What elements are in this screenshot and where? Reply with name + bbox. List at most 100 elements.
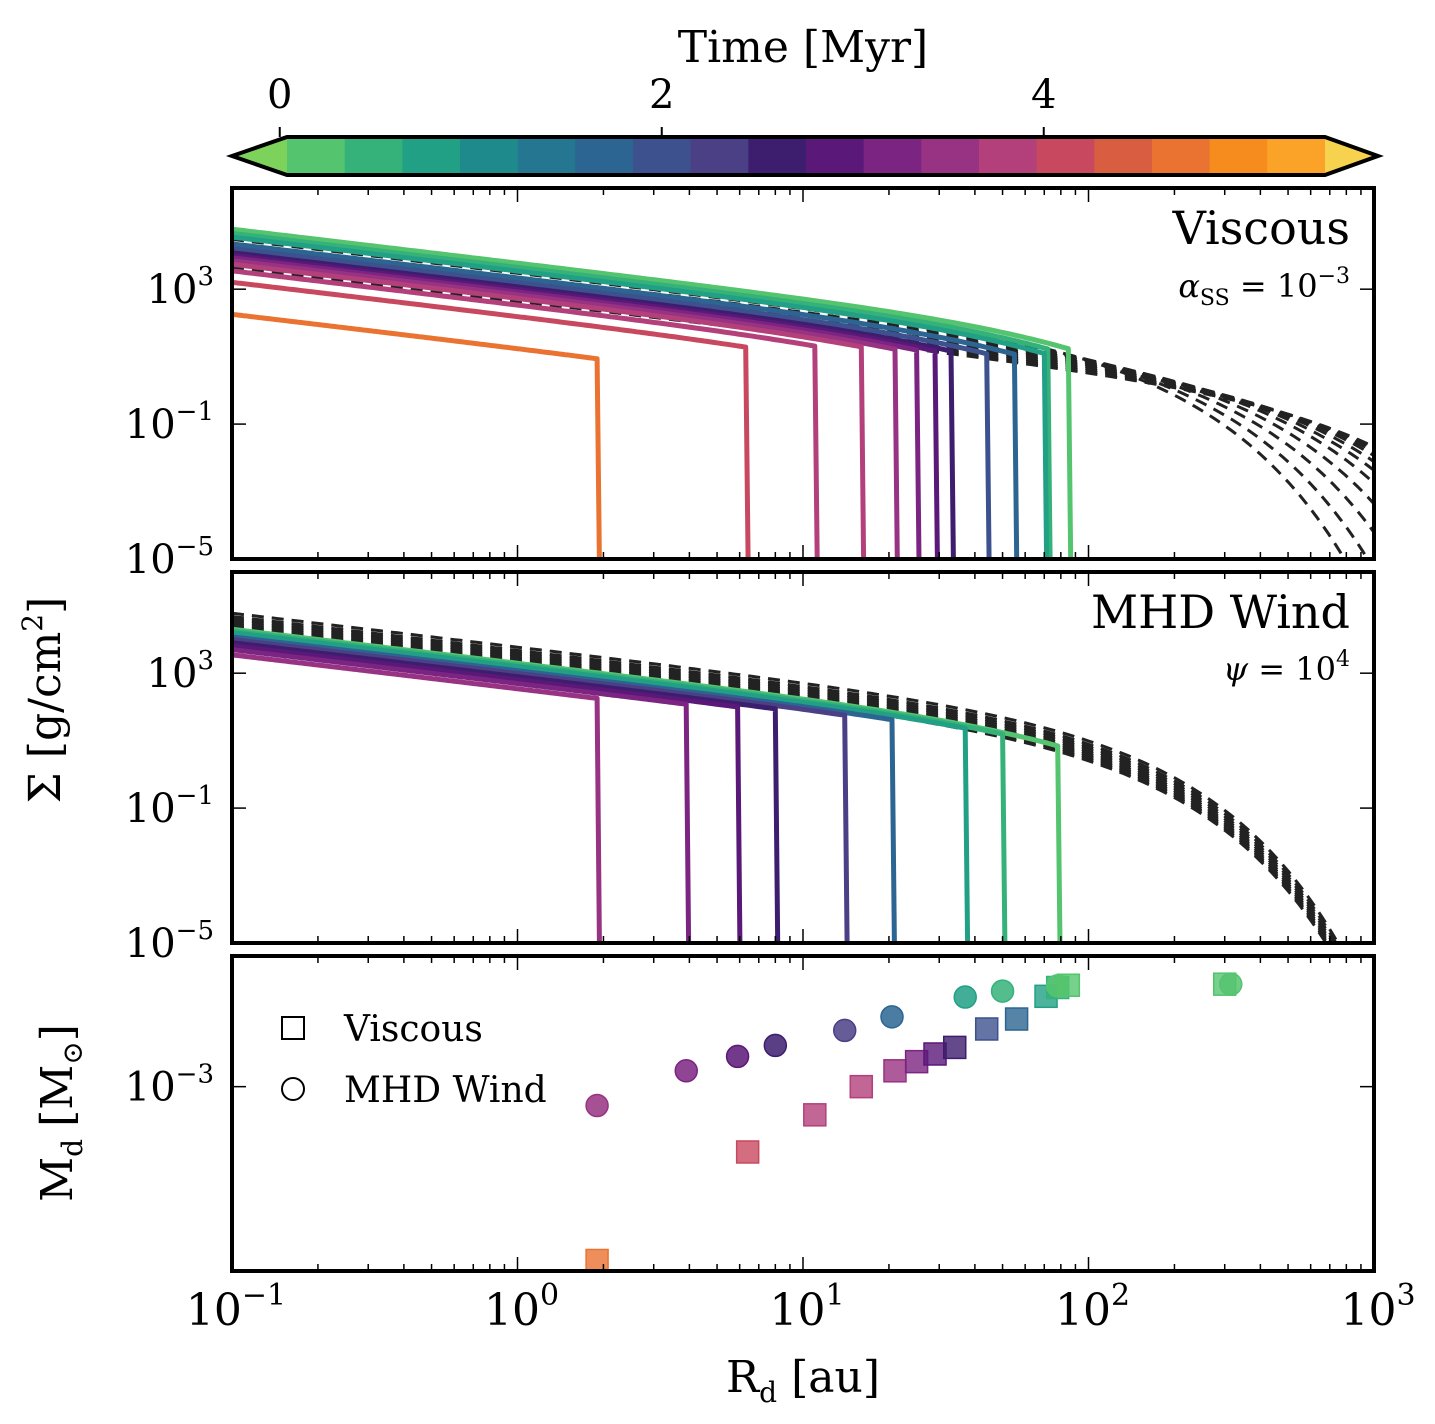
colorbar-tick-label: 0: [267, 72, 292, 118]
viscous-mass-point: [974, 1017, 999, 1041]
truncated-profile: [232, 230, 1053, 559]
x-tick-label-exp: 0: [540, 1278, 559, 1313]
mass-frame: [230, 954, 1376, 1273]
y-tick-label-exp: −3: [176, 1060, 214, 1090]
truncated-profile: [232, 311, 602, 559]
colorbar-bin: [402, 137, 461, 175]
viscous-mass-point: [883, 1059, 907, 1083]
sigma-axis-label-exp: 2: [16, 614, 49, 632]
wind-param-symbol: ψ: [1223, 650, 1249, 688]
untruncated-profile: [232, 266, 1374, 449]
wind-mass-point: [585, 1093, 609, 1118]
colorbar-bin: [1152, 137, 1211, 175]
y-tick-label-base: 10: [125, 921, 176, 967]
viscous-param-symbol: α: [1178, 267, 1200, 305]
colorbar-bin: [517, 137, 576, 175]
colorbar-bin: [979, 137, 1038, 175]
colorbar-bin: [690, 137, 749, 175]
x-tick-label: 10−1: [186, 1278, 286, 1336]
viscous-mass-point: [803, 1103, 827, 1127]
x-axis-label: Rd [au]: [726, 1352, 880, 1409]
viscous-param: αSS = 10−3: [1178, 264, 1350, 311]
truncated-profile: [232, 268, 820, 559]
truncated-profile: [232, 640, 781, 943]
legend: Viscous MHD Wind: [281, 1009, 547, 1111]
legend-square-marker: [281, 1016, 305, 1040]
colorbar-ticks: 0 2 4: [267, 72, 1056, 137]
colorbar-bin: [287, 137, 346, 175]
x-tick-label-exp: 1: [825, 1278, 844, 1313]
wind-title: MHD Wind: [1091, 585, 1350, 639]
untruncated-profile: [232, 629, 1329, 943]
colorbar: Time [Myr] 0 2 4: [225, 22, 1384, 177]
viscous-mass-point: [849, 1074, 874, 1099]
viscous-mass-point: [923, 1042, 947, 1066]
colorbar-bin: [633, 137, 692, 175]
truncated-profile: [232, 634, 897, 943]
truncated-profile: [232, 652, 602, 943]
wind-lines: [232, 611, 1340, 943]
viscous-param-eq: = 10: [1230, 267, 1318, 305]
wind-mass-point: [1219, 972, 1243, 996]
colorbar-tick-label: 4: [1031, 72, 1056, 118]
viscous-param-exp: −3: [1318, 264, 1350, 289]
viscous-lines: [232, 226, 1374, 559]
truncated-profile: [232, 643, 743, 943]
x-tick-labels: 10−1 100 101 102 103: [186, 1278, 1416, 1336]
wind-mass-point: [880, 1005, 904, 1029]
untruncated-profile: [232, 620, 1335, 943]
truncated-profile: [232, 234, 1050, 559]
wind-param: ψ = 104: [1223, 647, 1350, 688]
y-tick-label-exp: 3: [197, 646, 214, 676]
wind-param-eq: = 10: [1248, 650, 1336, 688]
mass-axis-label-close: ]: [32, 1024, 83, 1041]
x-tick-label: 101: [769, 1278, 844, 1336]
x-axis-label-text: R: [726, 1352, 761, 1403]
y-tick-label-exp: −5: [176, 532, 214, 562]
x-tick-label-exp: 2: [1111, 1278, 1130, 1313]
untruncated-profile: [232, 624, 1333, 943]
sigma-axis-label-close: ]: [20, 597, 71, 614]
sigma-axis-label-text: Σ [g/cm: [20, 632, 71, 804]
x-axis-label-sub: d: [759, 1376, 777, 1409]
mass-points: [585, 972, 1243, 1271]
colorbar-bin: [806, 137, 865, 175]
untruncated-profile: [232, 622, 1334, 943]
viscous-mass-point: [585, 1248, 609, 1271]
y-tick-label-exp: −1: [176, 397, 214, 427]
colorbar-bin: [575, 137, 634, 175]
viscous-param-sub: SS: [1200, 286, 1230, 311]
y-tick-label-base: 10: [147, 651, 198, 697]
panel-mass: 10−3 Viscous MHD Wind: [125, 954, 1376, 1273]
colorbar-bins: [232, 137, 1378, 175]
x-tick-label-base: 10: [484, 1285, 540, 1336]
truncated-profile: [232, 258, 900, 559]
y-tick-label: 10−3: [125, 1060, 214, 1111]
x-tick-label-exp: −1: [242, 1278, 286, 1313]
viscous-title: Viscous: [1172, 201, 1350, 255]
y-tick-label: 10−5: [125, 916, 214, 967]
x-axis-label-unit: [au]: [791, 1352, 880, 1403]
y-tick-label-base: 10: [147, 267, 198, 313]
colorbar-outline: [225, 135, 1384, 177]
viscous-mass-point: [1004, 1007, 1029, 1031]
wind-mass-point: [832, 1018, 857, 1043]
truncated-profile: [232, 647, 692, 943]
colorbar-bin: [1267, 137, 1326, 175]
y-tick-label: 10−5: [125, 532, 214, 583]
truncated-profile: [232, 637, 850, 943]
colorbar-bin: [344, 137, 403, 175]
wind-mass-point: [1045, 974, 1070, 998]
colorbar-bin: [748, 137, 807, 175]
colorbar-bin: [863, 137, 922, 175]
colorbar-bin: [460, 137, 519, 175]
x-tick-label-base: 10: [769, 1285, 825, 1336]
truncated-profile: [232, 630, 971, 943]
colorbar-bin: [1209, 137, 1268, 175]
untruncated-profile: [232, 611, 1340, 943]
